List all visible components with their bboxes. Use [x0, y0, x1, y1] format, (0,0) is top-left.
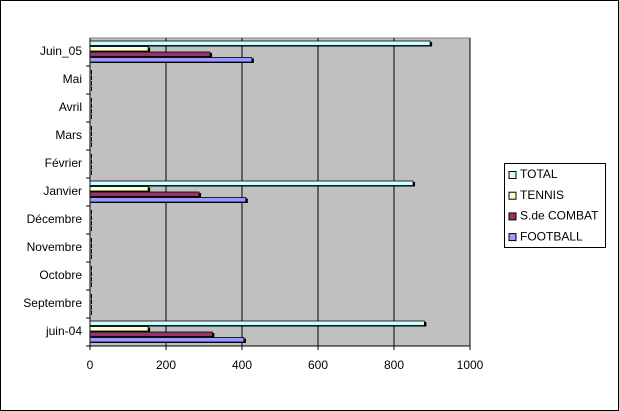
bar-shadow [91, 109, 92, 114]
x-tick-label: 0 [87, 358, 94, 372]
x-tick-label: 800 [384, 358, 404, 372]
legend-swatch [508, 171, 517, 179]
bar-shadow [91, 103, 92, 108]
bar-shadow [91, 310, 92, 315]
bar-shadow [91, 221, 92, 226]
y-tick-label: Janvier [43, 184, 82, 198]
x-tick-label: 600 [308, 358, 328, 372]
bar-shadow [91, 75, 92, 80]
legend-label: S.de COMBAT [520, 209, 599, 223]
legend-label: TENNIS [520, 188, 564, 202]
bar [89, 337, 245, 343]
bar [89, 186, 149, 192]
y-tick-label: Avril [59, 100, 82, 114]
bar-shadow [91, 210, 92, 215]
bar-shadow [91, 81, 92, 86]
bar [89, 197, 247, 203]
bar-shadow [91, 271, 92, 276]
y-tick-label: Octobre [39, 268, 82, 282]
bar-shadow [91, 142, 92, 147]
legend-swatch [508, 191, 517, 200]
y-tick-label: Novembre [27, 240, 83, 254]
bar-shadow [91, 249, 92, 254]
bar-shadow [91, 114, 92, 119]
bar [89, 40, 431, 46]
legend-label: FOOTBALL [520, 229, 583, 243]
bar [89, 57, 253, 63]
bar-shadow [91, 159, 92, 164]
bar-shadow [91, 254, 92, 259]
bar-shadow [91, 70, 92, 75]
bar-shadow [91, 277, 92, 282]
bar-shadow [91, 215, 92, 220]
legend-swatch [508, 212, 517, 221]
legend-label: TOTAL [520, 167, 558, 181]
bar-shadow [91, 98, 92, 103]
bar-shadow [91, 165, 92, 170]
y-tick-label: Mai [63, 72, 82, 86]
bar-shadow [91, 282, 92, 287]
bar [89, 191, 200, 197]
x-tick-label: 400 [232, 358, 252, 372]
bar-shadow [91, 131, 92, 136]
bar-shadow [91, 299, 92, 304]
y-tick-label: juin-04 [45, 324, 82, 338]
legend-box [504, 163, 606, 248]
bar-shadow [91, 305, 92, 310]
y-tick-label: Décembre [27, 212, 83, 226]
bar [89, 320, 425, 326]
bar-shadow [91, 243, 92, 248]
bar-shadow [91, 238, 92, 243]
bar [89, 180, 414, 186]
y-tick-label: Juin_05 [40, 44, 82, 58]
bar-shadow [91, 170, 92, 175]
x-tick-label: 1000 [457, 358, 484, 372]
bar [89, 46, 149, 52]
y-tick-label: Septembre [23, 296, 82, 310]
bar [89, 331, 213, 337]
legend-swatch [508, 233, 517, 242]
bar-shadow [91, 86, 92, 91]
x-tick-label: 200 [156, 358, 176, 372]
bar-shadow [91, 266, 92, 271]
bar-shadow [91, 126, 92, 131]
bar-shadow [91, 226, 92, 231]
bar [89, 51, 211, 57]
bar-shadow [91, 154, 92, 159]
y-tick-label: Mars [55, 128, 82, 142]
bar [89, 326, 149, 332]
bar-shadow [91, 294, 92, 299]
bar-shadow [91, 137, 92, 142]
y-tick-label: Février [45, 156, 82, 170]
